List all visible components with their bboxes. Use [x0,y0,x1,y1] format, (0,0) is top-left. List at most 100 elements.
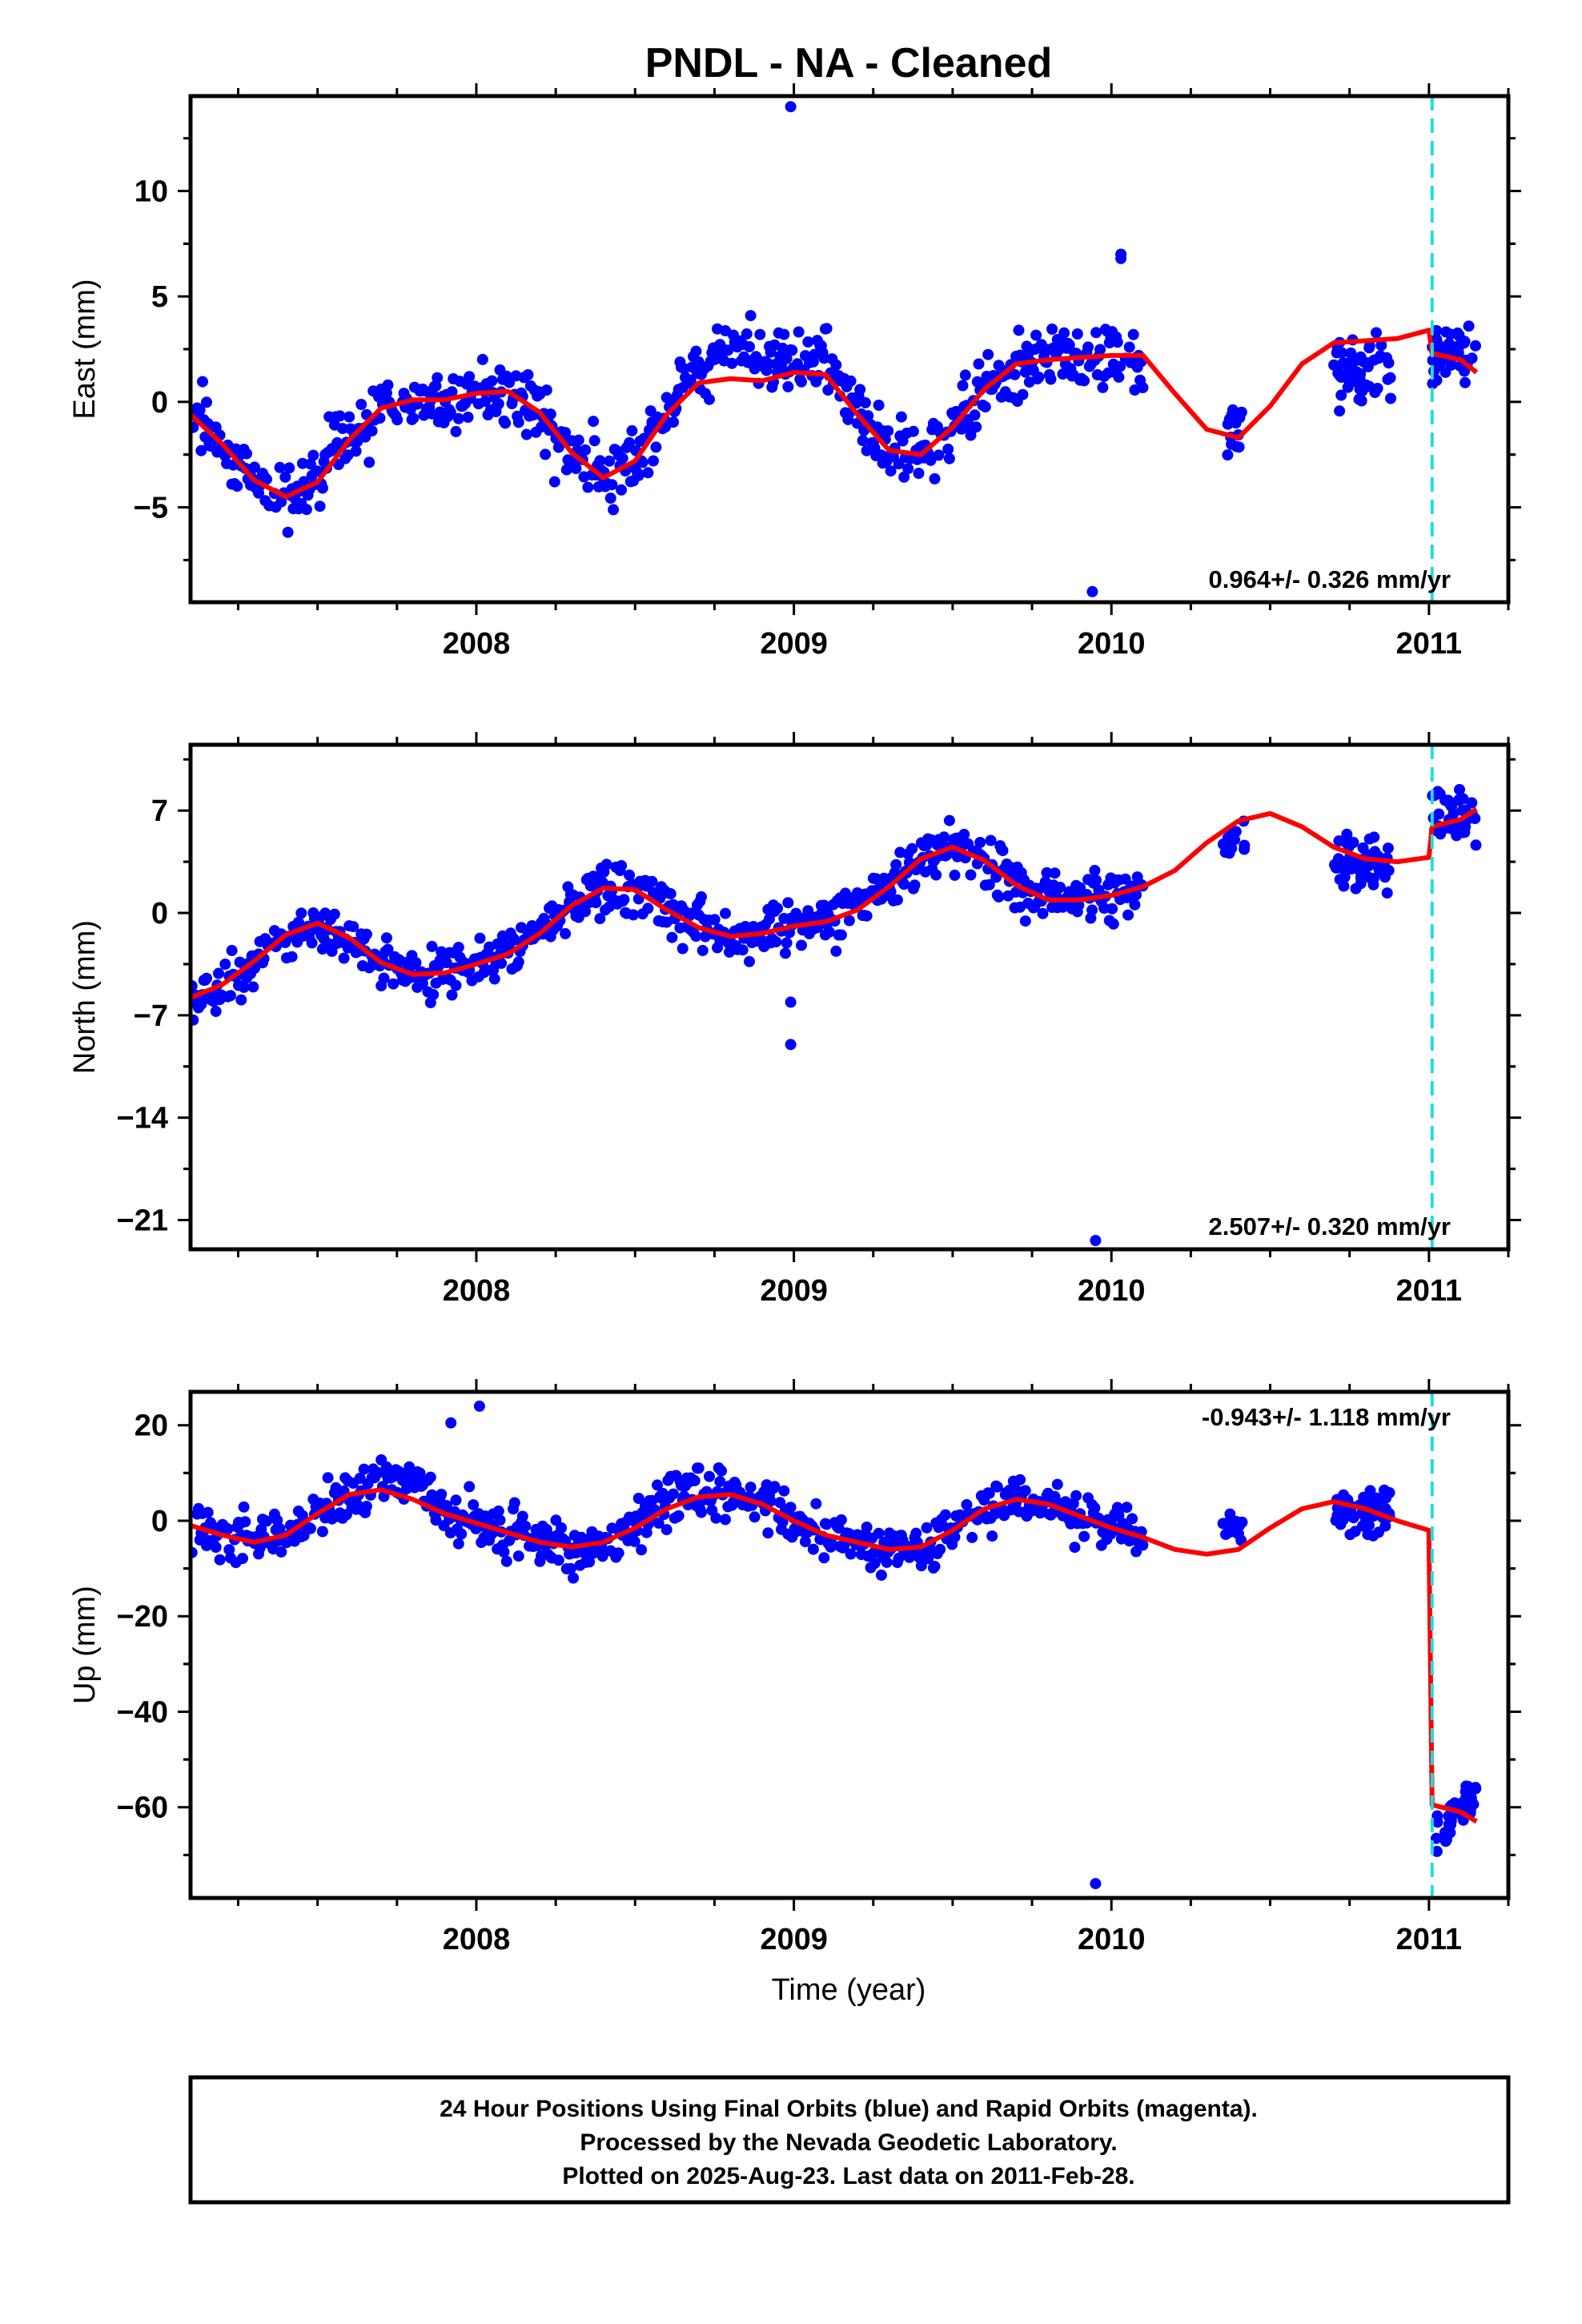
north-data-point [1355,872,1367,884]
north-data-point [1129,899,1141,911]
up-data-point [1089,1502,1101,1514]
east-data-point [480,396,492,408]
up-data-point [1380,1492,1392,1504]
north-data-point [590,897,602,909]
up-data-point [716,1465,727,1477]
north-data-point [1357,842,1369,854]
north-data-point [983,879,995,891]
up-data-point [875,1569,887,1581]
east-data-point [382,379,394,391]
north-rate-label: 2.507+/- 0.320 mm/yr [1209,1212,1451,1240]
east-data-point [830,359,842,371]
up-data-point [777,1516,789,1528]
up-data-point [1431,1810,1443,1822]
east-data-point [882,425,894,437]
north-data-point [802,905,814,917]
up-data-point [1019,1485,1031,1497]
up-data-point [696,1506,707,1518]
east-data-point [1358,356,1370,368]
east-data-point [594,455,606,467]
east-data-point [1368,354,1380,366]
north-data-point [286,951,298,963]
east-data-point [282,526,294,538]
east-x-tick-label: 2008 [443,627,511,661]
east-data-point [745,310,757,322]
up-data-point [1051,1478,1063,1490]
north-data-point [1367,879,1379,891]
north-data-point [690,931,702,943]
north-y-tick-label: 0 [151,897,168,931]
up-data-point [966,1531,978,1543]
east-data-point [1063,339,1075,351]
east-data-point [959,369,971,381]
east-y-tick-label: 5 [151,280,168,314]
east-data-point [793,326,805,338]
up-data-point [1431,1845,1443,1857]
up-data-point [661,1524,673,1536]
north-data-point [1470,839,1482,851]
up-data-point [498,1546,510,1558]
north-data-point [891,894,903,906]
east-data-point [296,457,308,469]
east-data-point [540,384,552,396]
up-data-point [1121,1502,1133,1514]
up-data-point [354,1473,366,1484]
north-data-point [697,944,709,956]
up-x-tick-label: 2011 [1396,1923,1462,1956]
marks-east [191,96,1481,602]
up-data-point [214,1554,226,1566]
east-data-point [1466,352,1478,364]
up-model-curve [191,1487,1478,1824]
north-data-point [906,842,918,854]
up-data-point [652,1479,663,1491]
east-data-point [1057,368,1069,380]
east-data-point [942,443,954,455]
up-data-point [720,1514,731,1526]
east-data-point [1114,360,1126,372]
east-data-point [741,328,753,340]
east-data-point [452,412,464,424]
east-data-point [476,353,488,365]
east-data-point [913,468,925,479]
east-data-point [778,328,790,340]
east-data-point [588,416,600,428]
up-data-point [556,1522,568,1534]
up-data-point [710,1512,722,1524]
north-data-point [191,1014,199,1026]
up-data-point [494,1514,506,1526]
north-data-point [410,957,422,969]
east-data-point [197,376,208,388]
east-data-point [1384,372,1396,384]
east-data-point [275,496,287,508]
up-y-tick-label: −60 [117,1791,168,1825]
north-data-point [770,936,782,948]
up-data-point [424,1471,436,1483]
up-data-point [564,1562,576,1574]
east-data-point [391,414,404,426]
up-data-point [468,1499,480,1511]
up-data-point [807,1543,819,1555]
up-data-point [818,1552,830,1564]
up-axes-frame [188,1389,1511,1900]
north-data-point [1433,808,1445,820]
north-data-point [1382,842,1394,854]
north-data-point [1379,871,1391,883]
north-data-point [835,929,847,941]
north-data-point [508,934,520,946]
north-data-point [428,989,440,1000]
up-data-point [360,1501,372,1512]
up-data-point [304,1522,316,1534]
up-data-point [1070,1490,1082,1502]
up-y-axis-label: Up (mm) [68,1586,102,1704]
east-data-point [1328,359,1340,371]
up-data-point [762,1527,774,1539]
north-data-point [426,940,438,952]
east-data-point [446,386,458,398]
north-data-point [1054,882,1066,893]
north-data-point [1019,915,1031,927]
east-data-point [818,352,830,364]
north-data-point [785,996,797,1008]
east-data-point [754,328,766,340]
east-data-point [685,374,697,386]
east-data-point [957,380,969,392]
